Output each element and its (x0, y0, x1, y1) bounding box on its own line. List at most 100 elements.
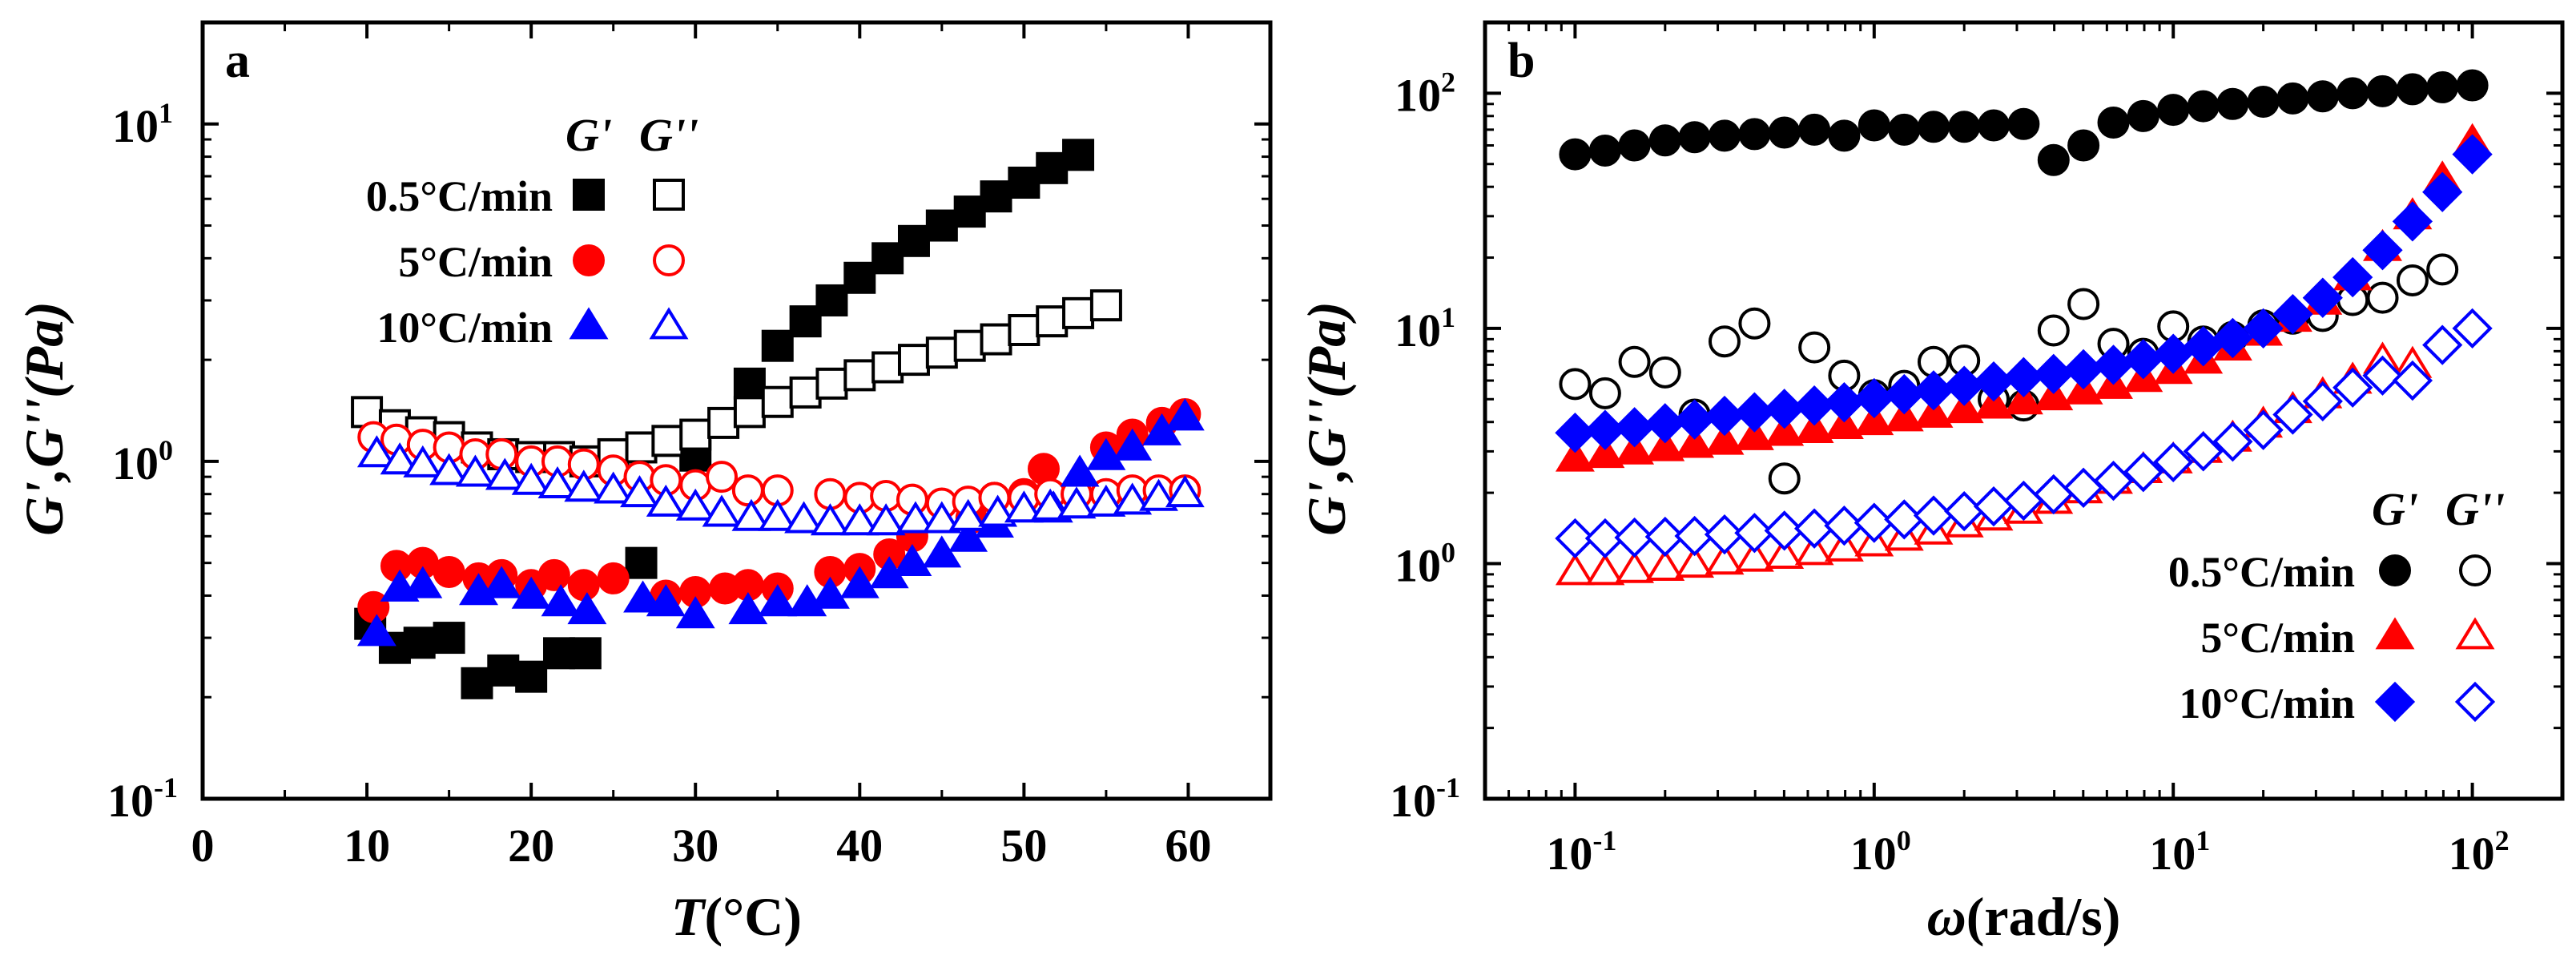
data-point (1057, 486, 1097, 519)
series-10-C-min-loss (1555, 308, 2493, 559)
data-point (2183, 431, 2224, 472)
data-point (594, 471, 634, 504)
y-tick-label: 10-1 (107, 772, 178, 827)
data-point (2037, 143, 2070, 176)
legend-marker-filled (2375, 617, 2415, 650)
data-point (2003, 357, 2044, 398)
data-point (1858, 109, 1890, 142)
data-point (2302, 277, 2343, 318)
data-point (356, 614, 396, 647)
data-point (646, 484, 686, 517)
data-point (1734, 539, 1774, 572)
data-point (2272, 394, 2313, 435)
data-point (948, 498, 988, 531)
x-tick-label-exponent: -1 (1592, 824, 1616, 856)
data-point (731, 474, 764, 507)
series-10-C-min-loss (356, 435, 1205, 536)
data-point (1555, 518, 1596, 559)
y-tick-label: 10-1 (1390, 772, 1460, 827)
data-point (1030, 488, 1070, 521)
data-point (2034, 378, 2074, 411)
data-point (1978, 109, 2010, 142)
data-point (1615, 550, 1655, 583)
data-point (1559, 138, 1592, 171)
data-point (761, 385, 794, 418)
data-point (537, 465, 578, 498)
data-point (675, 596, 715, 629)
data-point (843, 261, 876, 294)
data-point (403, 445, 443, 477)
data-point (487, 654, 520, 687)
legend-marker-filled (573, 244, 605, 276)
data-point (2153, 333, 2194, 374)
data-point (2332, 256, 2373, 298)
data-point (623, 580, 663, 613)
data-point (2212, 317, 2253, 359)
data-point (892, 543, 932, 576)
data-point (1828, 119, 1861, 152)
y-tick-label-exponent: 2 (1441, 66, 1455, 98)
legend-label: 5°C/min (398, 238, 553, 286)
data-point (2452, 134, 2493, 175)
data-point (2037, 314, 2070, 347)
data-point (1734, 392, 1775, 433)
data-point (1704, 395, 1745, 437)
data-point (2123, 452, 2163, 493)
data-point (1648, 124, 1681, 157)
legend: G' G'' 0.5°C/min 5°C/min 10°C/min (2168, 483, 2505, 727)
data-point (980, 323, 1012, 356)
data-point (2362, 230, 2403, 271)
x-tick-label: 10 (344, 820, 390, 872)
data-point (625, 431, 658, 464)
data-point (2392, 360, 2433, 401)
data-point (1165, 398, 1205, 431)
data-point (843, 359, 876, 392)
data-point (815, 284, 848, 316)
x-axis-variable: T (671, 886, 706, 947)
legend-label: 0.5°C/min (2168, 548, 2355, 596)
legend-label: 10°C/min (376, 304, 553, 352)
legend-header: G' (2372, 483, 2418, 535)
data-point (1854, 502, 1894, 543)
y-tick-label-exponent: 0 (1441, 536, 1455, 568)
data-point (1139, 478, 1178, 511)
data-point (2272, 293, 2313, 335)
data-point (1973, 485, 2015, 527)
legend-marker-filled (573, 179, 605, 211)
legend-marker-open (653, 244, 685, 276)
legend-header: G'' (2445, 483, 2505, 535)
data-point (515, 660, 548, 693)
data-point (1004, 490, 1044, 523)
data-point (597, 562, 630, 594)
data-point (871, 242, 904, 275)
data-point (2456, 69, 2489, 102)
data-point (1738, 118, 1771, 151)
data-point (702, 494, 742, 527)
data-point (675, 488, 715, 521)
x-tick-label: 101 (2149, 824, 2210, 880)
data-point (2033, 353, 2074, 394)
data-point (433, 622, 465, 655)
y-tick-label-base: 10 (1395, 539, 1441, 591)
data-point (1708, 325, 1741, 358)
data-point (1113, 428, 1153, 461)
data-point (1618, 345, 1651, 378)
data-point (1768, 462, 1801, 495)
data-point (1974, 386, 2014, 419)
data-point (789, 305, 822, 338)
data-point (1674, 515, 1715, 557)
data-point (1793, 385, 1835, 426)
data-point (567, 569, 600, 602)
y-tick-label: 100 (112, 434, 173, 490)
data-point (706, 461, 739, 494)
data-point (2003, 382, 2043, 415)
data-point (1584, 409, 1626, 450)
data-point (1765, 536, 1805, 569)
data-point (2396, 264, 2429, 296)
data-point (1854, 403, 1894, 436)
series-0-5-C-min-storage (354, 139, 1095, 699)
x-axis-title: ω(rad/s) (1927, 886, 2121, 947)
y-tick-label-base: 10 (1395, 304, 1441, 357)
data-point (433, 555, 465, 588)
